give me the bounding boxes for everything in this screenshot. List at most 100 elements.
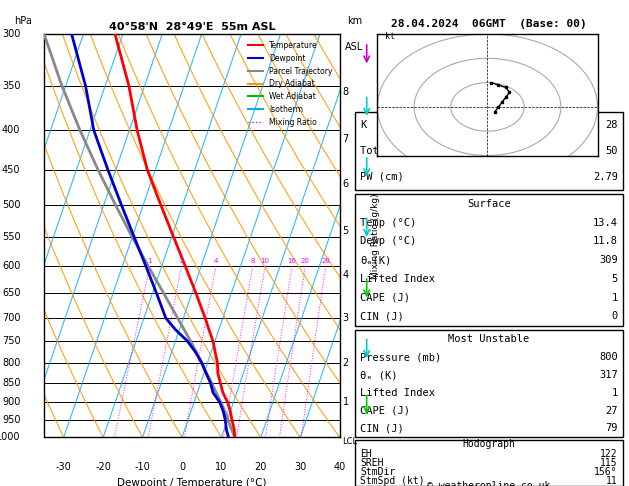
Temperature <box>228 417 236 423</box>
Text: kt: kt <box>385 32 395 41</box>
Text: 6: 6 <box>343 179 348 190</box>
Parcel Trajectory <box>213 390 220 396</box>
Text: 40: 40 <box>333 462 346 471</box>
Temperature <box>211 349 219 355</box>
Text: Totals Totals: Totals Totals <box>360 146 442 156</box>
Dewpoint <box>225 434 232 440</box>
Text: 950: 950 <box>2 415 20 425</box>
Text: 1: 1 <box>611 388 618 398</box>
Text: -10: -10 <box>135 462 150 471</box>
Temperature <box>133 127 141 133</box>
Temperature <box>111 31 119 37</box>
Text: 28: 28 <box>321 258 330 264</box>
Text: StmSpd (kt): StmSpd (kt) <box>360 476 425 486</box>
Text: SREH: SREH <box>360 458 384 468</box>
Text: 317: 317 <box>599 370 618 380</box>
Text: K: K <box>360 120 367 130</box>
Text: PW (cm): PW (cm) <box>360 172 404 182</box>
Dewpoint <box>153 290 160 296</box>
Text: 30: 30 <box>294 462 306 471</box>
Parcel Trajectory <box>160 290 167 296</box>
Parcel Trajectory <box>228 426 235 432</box>
Parcel Trajectory <box>58 83 65 88</box>
Parcel Trajectory <box>40 31 48 37</box>
Text: 450: 450 <box>2 165 20 175</box>
Temperature <box>214 360 221 365</box>
Text: -30: -30 <box>56 462 72 471</box>
Parcel Trajectory <box>203 370 210 376</box>
Temperature <box>230 426 238 432</box>
Text: 1: 1 <box>343 397 348 407</box>
Text: 1000: 1000 <box>0 433 20 442</box>
Text: 13.4: 13.4 <box>593 218 618 227</box>
Text: 800: 800 <box>2 358 20 367</box>
Text: 28: 28 <box>605 120 618 130</box>
Text: CAPE (J): CAPE (J) <box>360 406 410 416</box>
Text: 8: 8 <box>343 87 348 97</box>
Dewpoint <box>130 234 138 240</box>
Text: θₑ (K): θₑ (K) <box>360 370 398 380</box>
Text: 2: 2 <box>343 358 349 367</box>
Text: Pressure (mb): Pressure (mb) <box>360 352 442 362</box>
Text: 8: 8 <box>250 258 255 264</box>
Text: 11.8: 11.8 <box>593 236 618 246</box>
Text: 309: 309 <box>599 255 618 265</box>
Line: Temperature: Temperature <box>115 34 235 437</box>
Text: Most Unstable: Most Unstable <box>448 334 530 345</box>
Dewpoint <box>209 390 217 396</box>
Text: 850: 850 <box>2 378 20 388</box>
Text: Lifted Index: Lifted Index <box>360 388 435 398</box>
Parcel Trajectory <box>198 360 206 365</box>
Dewpoint <box>223 426 230 432</box>
Text: 11: 11 <box>606 476 618 486</box>
Text: 5: 5 <box>611 274 618 284</box>
Text: LCL: LCL <box>343 436 358 446</box>
Text: 50: 50 <box>605 146 618 156</box>
Temperature <box>231 434 238 440</box>
Text: 500: 500 <box>2 200 20 210</box>
Text: 350: 350 <box>2 81 20 91</box>
Parcel Trajectory <box>231 434 238 440</box>
Text: 4: 4 <box>343 270 348 280</box>
Parcel Trajectory <box>221 408 228 414</box>
Temperature <box>224 399 231 405</box>
Parcel Trajectory <box>225 417 232 423</box>
Legend: Temperature, Dewpoint, Parcel Trajectory, Dry Adiabat, Wet Adiabat, Isotherm, Mi: Temperature, Dewpoint, Parcel Trajectory… <box>245 38 336 130</box>
Text: 79: 79 <box>605 423 618 434</box>
Parcel Trajectory <box>128 234 136 240</box>
Temperature <box>170 234 177 240</box>
Dewpoint <box>220 408 227 414</box>
Dewpoint <box>82 83 89 88</box>
Text: © weatheronline.co.uk: © weatheronline.co.uk <box>427 481 551 486</box>
Dewpoint <box>90 127 97 133</box>
Text: 20: 20 <box>301 258 310 264</box>
Text: 400: 400 <box>2 125 20 136</box>
Text: 2.79: 2.79 <box>593 172 618 182</box>
Text: 750: 750 <box>2 336 20 346</box>
Text: Lifted Index: Lifted Index <box>360 274 435 284</box>
Temperature <box>125 83 133 88</box>
Text: 5: 5 <box>343 226 349 236</box>
Dewpoint <box>172 327 179 332</box>
Dewpoint <box>207 380 214 386</box>
Text: Dewpoint / Temperature (°C): Dewpoint / Temperature (°C) <box>117 478 267 486</box>
Text: 122: 122 <box>600 449 618 459</box>
Text: Temp (°C): Temp (°C) <box>360 218 416 227</box>
Text: Hodograph: Hodograph <box>462 439 516 450</box>
Text: 300: 300 <box>2 29 20 39</box>
Parcel Trajectory <box>76 127 84 133</box>
Text: CAPE (J): CAPE (J) <box>360 293 410 302</box>
Text: 10: 10 <box>260 258 270 264</box>
Dewpoint <box>184 338 191 344</box>
Temperature <box>216 380 224 386</box>
Text: 600: 600 <box>2 261 20 271</box>
Text: 0: 0 <box>611 311 618 321</box>
Dewpoint <box>68 31 75 37</box>
Text: 27: 27 <box>605 406 618 416</box>
Temperature <box>143 167 151 173</box>
Text: Surface: Surface <box>467 199 511 209</box>
Temperature <box>201 315 209 321</box>
Parcel Trajectory <box>217 399 225 405</box>
Text: 550: 550 <box>2 232 20 242</box>
Text: 900: 900 <box>2 397 20 407</box>
